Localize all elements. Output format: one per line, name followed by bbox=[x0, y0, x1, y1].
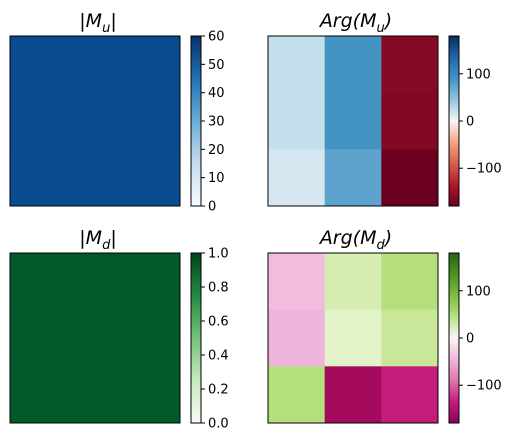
heatmap-cell-r2-c2 bbox=[324, 92, 382, 150]
heatmap-panel-2: Arg(Mu) 100 0 −100 bbox=[267, 10, 502, 207]
heatmap-cell-r2-c3 bbox=[381, 92, 439, 150]
heatmap-cell-r3-c3 bbox=[123, 366, 181, 424]
colorbar-tick-label: 0.0 bbox=[208, 417, 229, 432]
colorbar-tick-label: 50 bbox=[208, 58, 225, 73]
colorbar bbox=[190, 35, 202, 207]
colorbar-tick-label: 10 bbox=[208, 171, 225, 186]
colorbar-tick-label: 0 bbox=[466, 115, 474, 130]
panel-title: Arg(Md) bbox=[318, 227, 392, 253]
axes-frame bbox=[9, 252, 181, 424]
colorbar-tick-label: 60 bbox=[208, 30, 225, 45]
heatmap-panel-1: |Mu| 0 10 20 30 40 50 60 bbox=[9, 10, 225, 215]
heatmap-cell-r1-c3 bbox=[123, 36, 181, 94]
panel-title: |Md| bbox=[79, 227, 116, 253]
colorbar-tick-label: 40 bbox=[208, 86, 225, 101]
heatmap-cell-r3-c3 bbox=[123, 149, 181, 207]
colorbar-tick-label: 0.2 bbox=[208, 383, 229, 398]
colorbar-tick-label: −100 bbox=[466, 162, 502, 177]
heatmap-cell-r2-c3 bbox=[123, 309, 181, 367]
heatmap-cell-r3-c2 bbox=[66, 366, 124, 424]
heatmap-cell-r1-c2 bbox=[66, 36, 124, 94]
colorbar-tick-label: 0 bbox=[208, 200, 216, 215]
colorbar-tick-label: 0.4 bbox=[208, 349, 229, 364]
colorbar-tick-label: −100 bbox=[466, 379, 502, 394]
axes-frame bbox=[9, 35, 181, 207]
heatmap-cell-r2-c2 bbox=[66, 309, 124, 367]
heatmap-cell-r3-c3 bbox=[381, 366, 439, 424]
panel-title: Arg(Mu) bbox=[318, 10, 392, 36]
heatmap-cell-r3-c2 bbox=[66, 149, 124, 207]
heatmap-cell-r1-c1 bbox=[10, 36, 68, 94]
heatmap-cell-r2-c3 bbox=[381, 309, 439, 367]
heatmap-cell-r1-c1 bbox=[268, 253, 326, 311]
heatmap-cell-r1-c3 bbox=[381, 253, 439, 311]
heatmap-cell-r3-c2 bbox=[324, 366, 382, 424]
heatmap-cell-r2-c1 bbox=[10, 309, 68, 367]
heatmap-cell-r2-c1 bbox=[268, 92, 326, 150]
colorbar-tick-label: 20 bbox=[208, 143, 225, 158]
heatmap-cell-r3-c1 bbox=[10, 366, 68, 424]
colorbar-tick-label: 0.6 bbox=[208, 315, 229, 330]
heatmap-cell-r3-c1 bbox=[268, 366, 326, 424]
heatmap-cell-r1-c2 bbox=[324, 36, 382, 94]
heatmap-panel-4: Arg(Md) 100 0 −100 bbox=[267, 227, 502, 424]
heatmap-cell-r1-c2 bbox=[324, 253, 382, 311]
colorbar-tick-label: 30 bbox=[208, 115, 225, 130]
axes-frame bbox=[267, 252, 439, 424]
heatmap-cell-r1-c3 bbox=[123, 253, 181, 311]
colorbar-tick-label: 100 bbox=[466, 67, 491, 82]
heatmap-cell-r2-c1 bbox=[268, 309, 326, 367]
heatmap-cell-r2-c3 bbox=[123, 92, 181, 150]
colorbar bbox=[190, 252, 202, 424]
heatmap-cell-r3-c2 bbox=[324, 149, 382, 207]
heatmap-panel-3: |Md| 1.0 0.8 0.6 0.4 0.2 0.0 bbox=[9, 227, 229, 432]
axes-frame bbox=[267, 35, 439, 207]
heatmap-cell-r2-c2 bbox=[324, 309, 382, 367]
colorbar-tick-label: 100 bbox=[466, 284, 491, 299]
heatmap-cell-r1-c3 bbox=[381, 36, 439, 94]
heatmap-cell-r3-c3 bbox=[381, 149, 439, 207]
colorbar bbox=[448, 35, 460, 207]
heatmap-cell-r1-c1 bbox=[10, 253, 68, 311]
heatmap-cell-r3-c1 bbox=[268, 149, 326, 207]
panel-title: |Mu| bbox=[79, 10, 116, 36]
heatmap-cell-r3-c1 bbox=[10, 149, 68, 207]
heatmap-cell-r1-c1 bbox=[268, 36, 326, 94]
heatmap-cell-r2-c2 bbox=[66, 92, 124, 150]
colorbar-tick-label: 0 bbox=[466, 332, 474, 347]
heatmap-cell-r2-c1 bbox=[10, 92, 68, 150]
heatmap-cell-r1-c2 bbox=[66, 253, 124, 311]
colorbar-tick-label: 0.8 bbox=[208, 281, 229, 296]
colorbar bbox=[448, 252, 460, 424]
colorbar-tick-label: 1.0 bbox=[208, 247, 229, 262]
